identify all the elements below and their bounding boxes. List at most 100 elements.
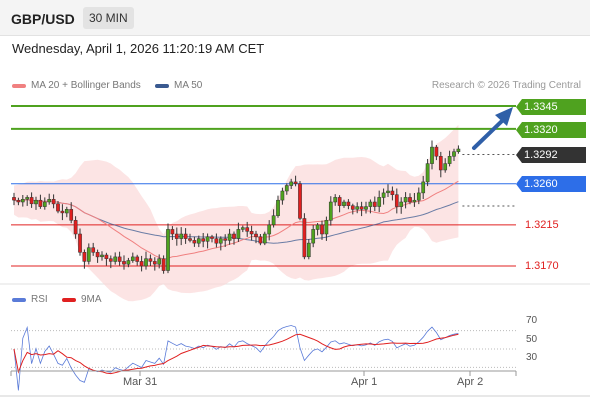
candle-body [201, 238, 206, 242]
rsi-tick-50: 50 [526, 334, 538, 345]
candle-body [130, 256, 135, 261]
candle-body [245, 227, 250, 232]
candle-body [381, 192, 386, 198]
timeframe-button[interactable]: 30 MIN [83, 7, 134, 29]
candle-body [82, 252, 87, 262]
rsi-swatch [12, 297, 26, 302]
candle-body [368, 201, 373, 207]
candle-body [16, 199, 21, 203]
candle-body [249, 231, 254, 235]
candle-body [152, 261, 157, 265]
candle-body [100, 254, 104, 258]
candle-body [302, 218, 307, 258]
candle-body [174, 233, 179, 239]
candle-body [210, 236, 214, 239]
candle-body [443, 163, 448, 171]
candle-body [289, 181, 294, 186]
candle-body [139, 261, 144, 267]
candle-body [240, 227, 245, 230]
candle-body [399, 201, 404, 207]
candle-body [236, 229, 241, 239]
candle-body [258, 236, 263, 244]
candle-body [91, 247, 96, 253]
forecast-arrow-shaft [472, 118, 505, 150]
candle-body [408, 197, 412, 203]
candle-body [42, 201, 47, 207]
candle-body [298, 183, 302, 219]
x-tick-apr2: Apr 2 [457, 376, 484, 388]
bollinger-band [14, 124, 459, 302]
candle-body [205, 236, 210, 242]
level-label-pivot: 1.3260 [516, 176, 586, 192]
level-label-r2: 1.3345 [516, 99, 586, 115]
legend-9ma: 9MA [62, 294, 102, 305]
candle-body [170, 229, 175, 235]
candle-body [386, 190, 390, 194]
candle-body [227, 233, 232, 241]
level-label-s2: 1.3170 [525, 260, 559, 272]
x-tick-apr1: Apr 1 [351, 376, 378, 388]
candle-body [73, 220, 78, 235]
rsi-tick-30: 30 [526, 352, 538, 363]
candle-body [390, 190, 395, 195]
candle-body [430, 146, 434, 164]
candle-body [315, 224, 320, 230]
legend-ma20: MA 20 + Bollinger Bands [12, 80, 141, 91]
candle-body [51, 199, 56, 205]
rsi-line [13, 325, 459, 391]
candle-body [12, 197, 16, 201]
candle-body [364, 206, 368, 210]
candle-body [148, 258, 153, 262]
rsi-grid [11, 330, 516, 368]
candle-body [166, 229, 170, 271]
credit-text: Research © 2026 Trading Central [431, 80, 581, 91]
rsi-lines [13, 325, 459, 391]
candle-body [377, 197, 382, 207]
candle-body [157, 258, 162, 265]
candle-body [394, 194, 399, 207]
candle-body [117, 256, 122, 262]
candle-body [192, 240, 197, 244]
candle-body [69, 209, 74, 221]
candle-body [104, 254, 109, 259]
candle-body [434, 146, 439, 157]
candle-body [337, 197, 342, 206]
candle-body [350, 205, 355, 210]
candle-body [86, 247, 91, 262]
candle-body [324, 220, 329, 235]
candle-body [346, 201, 351, 206]
candle-body [126, 260, 131, 265]
rsi-ma-line [13, 333, 459, 375]
candle-body [47, 199, 52, 203]
candle-body [144, 258, 148, 267]
price-levels [11, 105, 516, 267]
candle-body [214, 238, 219, 244]
level-label-s1: 1.3215 [525, 219, 559, 231]
candle-body [38, 199, 43, 207]
candle-body [64, 209, 69, 214]
candle-body [122, 261, 126, 265]
currency-pair: GBP/USD [11, 11, 75, 27]
ma20-line [13, 180, 459, 260]
level-label-r1: 1.3320 [516, 122, 586, 138]
candle-body [456, 148, 461, 152]
bollinger-band-area [14, 124, 459, 302]
candle-body [135, 256, 140, 262]
candle-body [293, 181, 298, 184]
candle-body [113, 256, 118, 262]
rsi-label: RSI [31, 294, 48, 305]
candle-body [412, 199, 417, 203]
candle-body [372, 201, 377, 207]
candle-body [267, 224, 272, 235]
candle-body [320, 224, 324, 235]
rsi-tick-70: 70 [526, 315, 538, 326]
legend-rsi: RSI [12, 294, 48, 305]
ma9-swatch [62, 297, 76, 302]
candle-body [421, 181, 426, 194]
candle-body [262, 233, 267, 244]
candle-body [425, 163, 430, 183]
candle-body [34, 199, 38, 205]
candle-body [452, 151, 456, 157]
candle-body [25, 197, 30, 200]
